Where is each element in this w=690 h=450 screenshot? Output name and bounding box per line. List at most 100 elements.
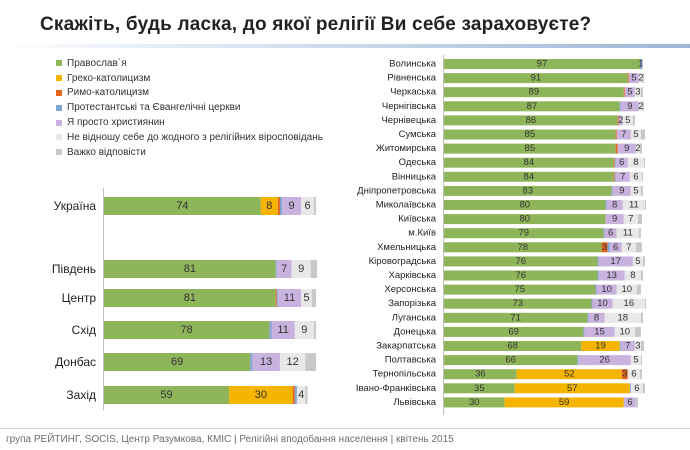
data-label: 59 [160,389,172,401]
bar-segment [275,289,277,307]
data-label: 59 [559,397,570,408]
data-label: 10 [597,298,608,309]
data-label: 15 [594,326,605,337]
bar-segment [444,129,616,140]
data-label: 30 [469,397,480,408]
bar-segment [104,321,270,339]
bar-segment [277,289,302,307]
category-label: Івано-Франківська [356,383,437,394]
data-label: 74 [176,200,188,212]
bar-segment [609,242,622,253]
bar-segment [305,353,316,371]
data-label: 71 [510,312,521,323]
bar-segment [644,200,646,210]
bar-segment [621,242,636,253]
data-label: 8 [612,200,617,211]
bar-segment [514,383,630,394]
bar-segment [516,369,622,380]
bar-segment [601,242,608,253]
bar-segment [616,284,637,295]
data-label: 9 [298,263,304,275]
data-label: 85 [525,143,536,154]
bar-segment [615,129,617,140]
bar-segment [597,270,599,281]
bar-segment [627,73,629,84]
data-label: 11 [284,292,295,304]
chart-title: Скажіть, будь ласка, до якої релігії Ви … [40,14,592,35]
data-label: 87 [527,101,538,112]
data-label: 6 [634,383,639,394]
bar-segment [611,185,613,196]
data-label: 81 [184,263,196,275]
bar-segment [634,341,641,351]
data-label: 91 [531,73,542,84]
bar-segment [623,397,636,408]
bar-segment [104,260,276,278]
data-label: 57 [567,383,578,394]
title-divider [0,44,690,48]
bar-segment [444,242,602,253]
bar-segment [637,214,642,225]
bar-segment [640,185,643,196]
bar-segment [606,200,623,210]
bar-segment [444,73,628,84]
bar-segment [229,386,293,404]
bar-segment [294,386,297,404]
data-label: 11 [623,228,633,239]
legend-swatch [56,75,62,82]
data-label: 69 [171,356,183,368]
bar-segment [311,289,316,307]
bar-segment [615,171,630,182]
legend-item: Важко відповісти [56,145,323,160]
data-label: 5 [635,256,640,267]
bar-segment [641,59,643,69]
data-label: 3 [602,242,607,253]
category-label: Чернігівська [382,101,437,112]
legend-item: Римо-католицизм [56,86,323,101]
data-label: 16 [624,298,635,309]
bar-segment [628,73,639,84]
data-label: 6 [633,171,638,182]
data-label: 80 [520,200,531,211]
bar-segment [640,341,644,351]
bar-segment [617,115,619,126]
data-label: 97 [537,59,548,70]
bar-segment [623,87,625,98]
data-label: 78 [517,242,528,253]
category-label: Черкаська [390,87,437,98]
data-label: 2 [638,73,643,84]
bar-segment [629,383,631,394]
category-label: Кіровоградська [369,256,437,267]
bar-segment [444,326,584,337]
bar-segment [104,289,276,307]
data-label: 6 [619,157,624,168]
category-label: Сумська [399,129,437,140]
bar-segment [444,312,588,323]
category-label: Київська [398,214,436,225]
data-label: 5 [633,355,638,366]
bar-segment [619,101,621,112]
bar-segment [641,171,643,182]
bar-segment [444,270,598,281]
bar-segment [591,298,593,309]
data-label: 3 [635,341,640,352]
data-label: 9 [627,101,632,112]
bar-segment [624,87,635,98]
bar-segment [639,59,642,69]
data-label: 10 [622,284,633,295]
bar-segment [282,197,302,215]
bar-segment [588,312,605,323]
legend-swatch [56,134,62,141]
data-label: 84 [524,171,535,182]
bar-segment [619,341,621,351]
legend-label: Греко-католицизм [67,72,151,84]
bar-segment [642,101,644,112]
data-label: 13 [606,270,617,281]
legend-item: Не відношу себе до жодного з релігійних … [56,130,323,145]
data-label: 12 [287,356,299,368]
bar-segment [444,59,640,69]
bar-segment [104,386,230,404]
data-label: 6 [631,369,636,380]
